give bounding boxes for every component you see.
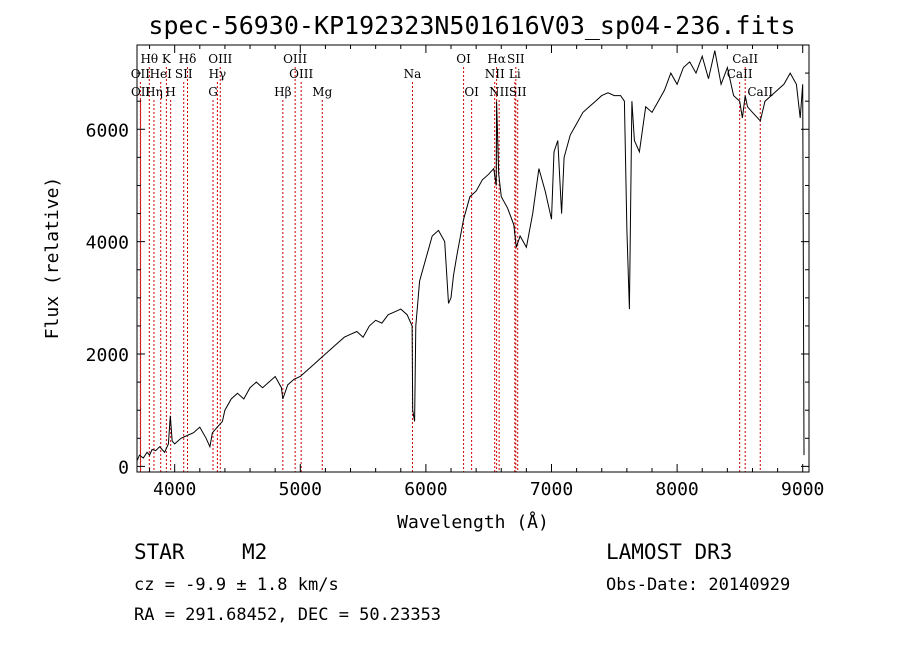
emission-line-label: OIII (283, 52, 307, 66)
emission-line-label: Hα (487, 52, 506, 66)
emission-line-label: SII (509, 85, 527, 99)
plot-frame (136, 44, 810, 473)
emission-line-label: OI (464, 85, 479, 99)
x-axis: 4000 5000 6000 7000 8000 9000 (149, 45, 824, 500)
emission-line-label: OI (456, 52, 471, 66)
emission-line-label: OIII (289, 67, 313, 81)
object-class: STAR (134, 540, 185, 564)
emission-line-label: SII (175, 67, 193, 81)
emission-line-label: OII (131, 67, 151, 81)
obs-date: Obs-Date: 20140929 (606, 575, 790, 595)
emission-line-label: NII (485, 67, 505, 81)
x-tick-label: 5000 (279, 479, 322, 500)
emission-line-label: Hη (145, 85, 163, 99)
y-tick-label: 6000 (86, 120, 129, 141)
emission-line-label: NII (489, 85, 509, 99)
emission-line-label: HeI (150, 67, 173, 81)
emission-line-label: Li (509, 67, 521, 81)
emission-line-label: CaII (727, 67, 753, 81)
emission-line-label: Na (404, 67, 422, 81)
emission-line-label: K (162, 52, 172, 66)
y-tick-label: 0 (118, 457, 129, 478)
emission-line-label: CaII (732, 52, 758, 66)
emission-line-label: OII (131, 85, 151, 99)
emission-line-label: Hδ (179, 52, 197, 66)
y-axis: 0 2000 4000 6000 (86, 72, 809, 478)
y-tick-label: 4000 (86, 233, 129, 254)
emission-line-label: SII (507, 52, 525, 66)
emission-line-label: Hγ (209, 67, 227, 81)
survey-name: LAMOST DR3 (606, 540, 732, 564)
x-tick-label: 8000 (655, 479, 698, 500)
y-tick-label: 2000 (86, 345, 129, 366)
emission-line-label: Hβ (274, 85, 291, 99)
x-tick-label: 6000 (404, 479, 447, 500)
emission-line-label: Mg (312, 85, 332, 99)
flux-series-line (136, 50, 805, 462)
x-axis-label: Wavelength (Å) (397, 511, 549, 533)
chart-title: spec-56930-KP192323N501616V03_sp04-236.f… (148, 11, 795, 40)
emission-line-label: G (208, 85, 218, 99)
y-axis-label: Flux (relative) (42, 177, 63, 340)
emission-line-label: H (165, 85, 175, 99)
emission-line-label: OIII (208, 52, 232, 66)
x-tick-label: 7000 (530, 479, 573, 500)
object-subclass: M2 (242, 540, 267, 564)
x-tick-label: 9000 (781, 479, 824, 500)
emission-lines (139, 67, 761, 472)
coordinates: RA = 291.68452, DEC = 50.23353 (134, 605, 441, 625)
emission-line-label: CaII (747, 85, 773, 99)
redshift-readout: cz = -9.9 ± 1.8 km/s (134, 575, 339, 595)
emission-line-label: Hθ (140, 52, 158, 66)
x-tick-label: 4000 (153, 479, 196, 500)
